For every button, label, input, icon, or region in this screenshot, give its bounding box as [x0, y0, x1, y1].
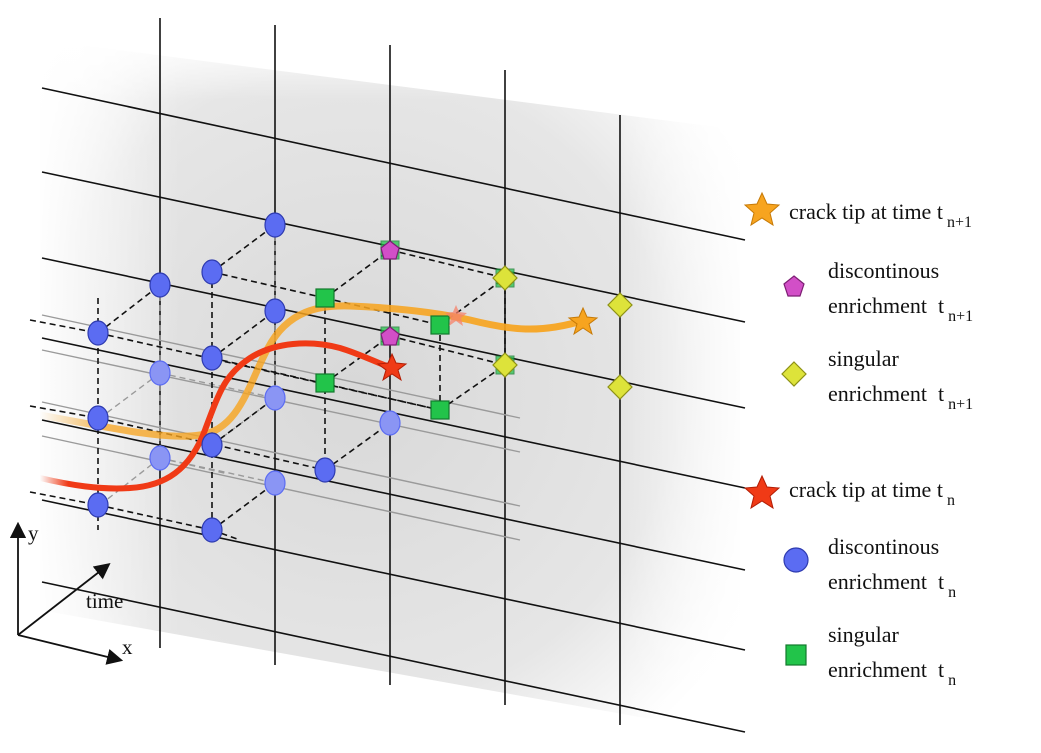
legend-subscript: n [948, 672, 956, 689]
blue-node [314, 457, 336, 483]
blue-circle-icon [783, 547, 809, 573]
crack-path-tn1 [36, 302, 589, 440]
blue-node [201, 259, 223, 285]
legend-subscript: n [948, 584, 956, 601]
legend-item-singular-tn1: singular enrichment t n+1 [781, 346, 973, 413]
red-star-icon [743, 474, 781, 510]
blue-node [87, 320, 109, 346]
legend-label: enrichment t [828, 381, 944, 406]
legend-label: singular [828, 622, 900, 647]
legend-subscript: n+1 [948, 396, 973, 413]
legend-label: enrichment t [828, 569, 944, 594]
discontinuous-enrichment-tn-nodes [87, 212, 401, 543]
blue-node [149, 272, 171, 298]
legend-label: discontinous [828, 258, 939, 283]
blue-node [264, 298, 286, 324]
crack-paths [36, 302, 589, 492]
singular-enrichment-tn1-nodes [492, 265, 633, 400]
blue-node [149, 360, 171, 386]
svg-text:crack tip at time tn: crack tip at time tn [789, 477, 955, 509]
svg-text:crack tip at time tn+1: crack tip at time t n+1 [789, 199, 972, 231]
legend-subscript: n+1 [947, 214, 972, 231]
legend-item-discontinuous-tn1: discontinous enrichment t n+1 [783, 258, 973, 325]
yellow-node [607, 292, 633, 318]
green-node [315, 288, 335, 308]
legend: crack tip at time t n+1 discontinous enri… [743, 191, 973, 689]
blue-node [201, 517, 223, 543]
crack-tips [376, 305, 599, 382]
blue-node [201, 345, 223, 371]
crack-tip-tn1-star [567, 306, 599, 336]
time-axis-label: time [86, 589, 123, 613]
coordinate-axes: y time x [9, 521, 133, 665]
legend-label: crack tip at time t [789, 199, 943, 224]
legend-label: singular [828, 346, 900, 371]
blue-node [379, 410, 401, 436]
legend-label: enrichment t [828, 657, 944, 682]
space-time-plane [30, 30, 760, 750]
green-node [315, 373, 335, 393]
legend-subscript: n+1 [948, 308, 973, 325]
magenta-pentagon-icon [783, 275, 805, 297]
x-axis-arrow [17, 634, 124, 665]
legend-label: discontinous [828, 534, 939, 559]
magenta-node [380, 326, 400, 346]
blue-node [264, 212, 286, 238]
yellow-node [492, 265, 518, 291]
legend-subscript: n [947, 492, 955, 509]
blue-node [149, 445, 171, 471]
time-axis-arrow [17, 563, 111, 636]
legend-label: enrichment t [828, 293, 944, 318]
crack-tip-tn-star [376, 352, 408, 382]
yellow-node [607, 374, 633, 400]
green-node [430, 400, 450, 420]
blue-node [87, 405, 109, 431]
legend-item-crack-tip-tn1: crack tip at time t n+1 [743, 191, 972, 231]
orange-star-icon [743, 191, 781, 227]
blue-node [264, 385, 286, 411]
y-axis-label: y [28, 521, 39, 545]
yellow-node [492, 352, 518, 378]
yellow-diamond-icon [781, 361, 807, 387]
blue-node [87, 492, 109, 518]
magenta-node [380, 240, 400, 260]
crack-tip-tn1-faint-star [445, 305, 467, 326]
crack-path-tn [37, 340, 395, 492]
svg-text:enrichment tn+1: enrichment t n+1 [828, 293, 973, 325]
svg-text:enrichment tn: enrichment tn [828, 657, 956, 689]
discontinuous-enrichment-tn1-nodes [380, 240, 400, 346]
blue-node [264, 470, 286, 496]
blue-node [201, 432, 223, 458]
svg-text:enrichment tn+1: enrichment t n+1 [828, 381, 973, 413]
svg-text:enrichment tn: enrichment tn [828, 569, 956, 601]
green-node [430, 315, 450, 335]
x-axis-label: x [122, 635, 133, 659]
green-square-icon [785, 644, 807, 666]
legend-label: crack tip at time t [789, 477, 943, 502]
